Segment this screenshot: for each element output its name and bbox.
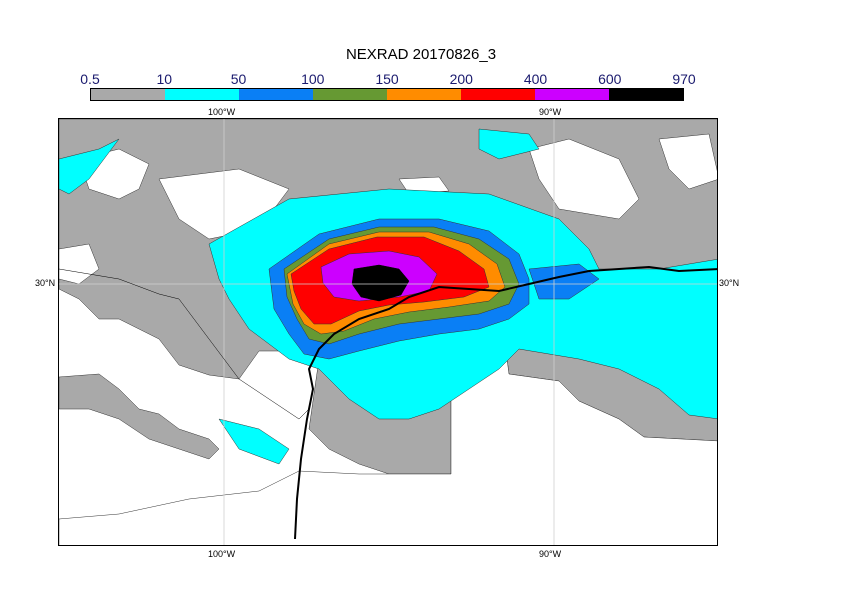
colorbar-segment	[239, 89, 313, 100]
colorbar-segment	[313, 89, 387, 100]
lon-label-top-left-outer: 100°W	[208, 107, 236, 117]
radar-map: 100°W 90°W	[58, 118, 718, 546]
graticule	[59, 119, 717, 545]
colorbar-tick-label: 200	[449, 71, 473, 87]
state-border	[59, 268, 310, 420]
colorbar-segment	[387, 89, 461, 100]
colorbar-tick-label: 100	[301, 71, 325, 87]
precip-band-black	[351, 264, 410, 302]
colorbar-segment	[461, 89, 535, 100]
lon-label-top-right-outer: 90°W	[539, 107, 562, 117]
lon-label-bottom-right: 90°W	[539, 549, 562, 559]
colorbar-tick-label: 600	[598, 71, 622, 87]
colorbar-tick-label: 150	[375, 71, 399, 87]
colorbar-segment	[165, 89, 239, 100]
chart-title: NEXRAD 20170826_3	[345, 46, 497, 63]
lon-label-bottom-left: 100°W	[208, 549, 236, 559]
colorbar-tick-label: 970	[672, 71, 696, 87]
colorbar-segment	[609, 89, 683, 100]
colorbar-tick-label: 10	[156, 71, 173, 87]
colorbar	[90, 88, 684, 101]
colorbar-segment	[535, 89, 609, 100]
lat-label-left: 30°N	[35, 278, 56, 288]
colorbar-tick-label: 400	[523, 71, 548, 87]
precip-map-svg	[59, 119, 717, 545]
colorbar-tick-label: 0.5	[80, 71, 100, 87]
lat-label-right: 30°N	[719, 278, 740, 288]
colorbar-tick-label: 50	[230, 71, 247, 87]
colorbar-segment	[91, 89, 165, 100]
